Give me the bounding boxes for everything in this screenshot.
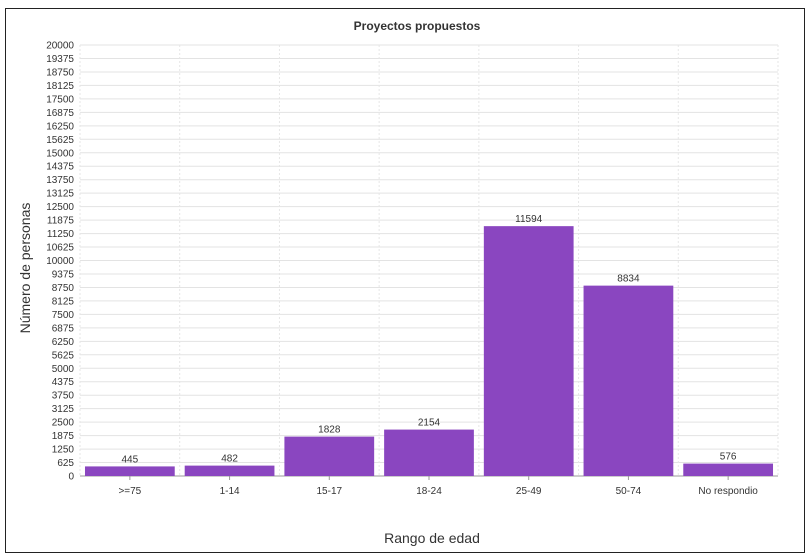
y-tick-label: 15625 [46,135,74,146]
y-tick-label: 13125 [46,189,74,200]
x-tick-label: 25-49 [516,486,542,497]
y-tick-label: 625 [57,458,74,469]
bar-1-14[interactable] [184,465,275,476]
bar-value-label: 445 [122,454,139,465]
bar-value-label: 2154 [418,418,441,429]
y-tick-label: 12500 [46,202,74,213]
y-tick-label: 19375 [46,54,74,65]
bar-50-74[interactable] [583,285,674,476]
x-tick-label: No respondio [698,486,758,497]
y-tick-label: 0 [68,472,74,483]
y-tick-label: 9375 [52,269,75,280]
y-tick-label: 11250 [47,229,75,240]
y-axis-ticks: 0 625 1250 1875 2500 3125 3750 4375 5000 5625 6250… [46,41,74,483]
bar-25-49[interactable] [483,226,574,476]
x-tick-label: 18-24 [416,486,442,497]
y-tick-label: 10000 [46,256,74,267]
x-tick-label: 15-17 [316,486,342,497]
bar-value-label: 482 [221,454,238,465]
bar-15-17[interactable] [284,436,375,476]
bar-layer [84,226,774,476]
bar-value-label: 1828 [318,425,341,436]
y-tick-label: 4375 [52,377,75,388]
y-tick-label: 3750 [52,391,75,402]
y-tick-label: 6250 [52,337,75,348]
y-tick-label: 11875 [47,216,75,227]
x-tick-label: 1-14 [220,486,240,497]
y-tick-label: 13750 [46,175,74,186]
y-tick-label: 17500 [46,94,74,105]
y-tick-label: 16875 [46,108,74,119]
bar-18-24[interactable] [384,429,474,476]
y-tick-label: 18125 [46,81,74,92]
x-axis-ticks: >=75 1-14 15-17 18-24 25-49 50-74 No respondio [118,476,758,497]
bar-no-respondio[interactable] [683,463,774,476]
data-label-layer: 445 482 1828 2154 11594 8834 576 [122,214,737,465]
y-tick-label: 16250 [46,121,74,132]
x-tick-label: >=75 [118,486,141,497]
y-tick-label: 2500 [52,418,75,429]
y-tick-label: 14375 [46,162,74,173]
y-tick-label: 1250 [52,445,75,456]
y-tick-label: 18750 [46,67,74,78]
x-axis-title: Rango de edad [384,530,480,546]
chart-title: Proyectos propuestos [354,19,481,33]
y-tick-label: 15000 [46,148,74,159]
bar-value-label: 11594 [515,214,543,225]
bar-value-label: 8834 [617,274,640,285]
y-tick-label: 7500 [52,310,75,321]
bar-value-label: 576 [720,452,737,463]
y-tick-label: 5000 [52,364,75,375]
y-tick-label: 6875 [52,323,75,334]
y-tick-label: 10625 [46,243,74,254]
y-tick-label: 8125 [52,296,75,307]
y-tick-label: 5625 [52,350,75,361]
x-tick-label: 50-74 [616,486,642,497]
y-tick-label: 20000 [46,41,74,52]
y-tick-label: 3125 [52,404,75,415]
bar-75[interactable] [84,466,175,476]
y-tick-label: 8750 [52,283,75,294]
y-tick-label: 1875 [52,431,75,442]
y-axis-title: Número de personas [17,203,33,334]
